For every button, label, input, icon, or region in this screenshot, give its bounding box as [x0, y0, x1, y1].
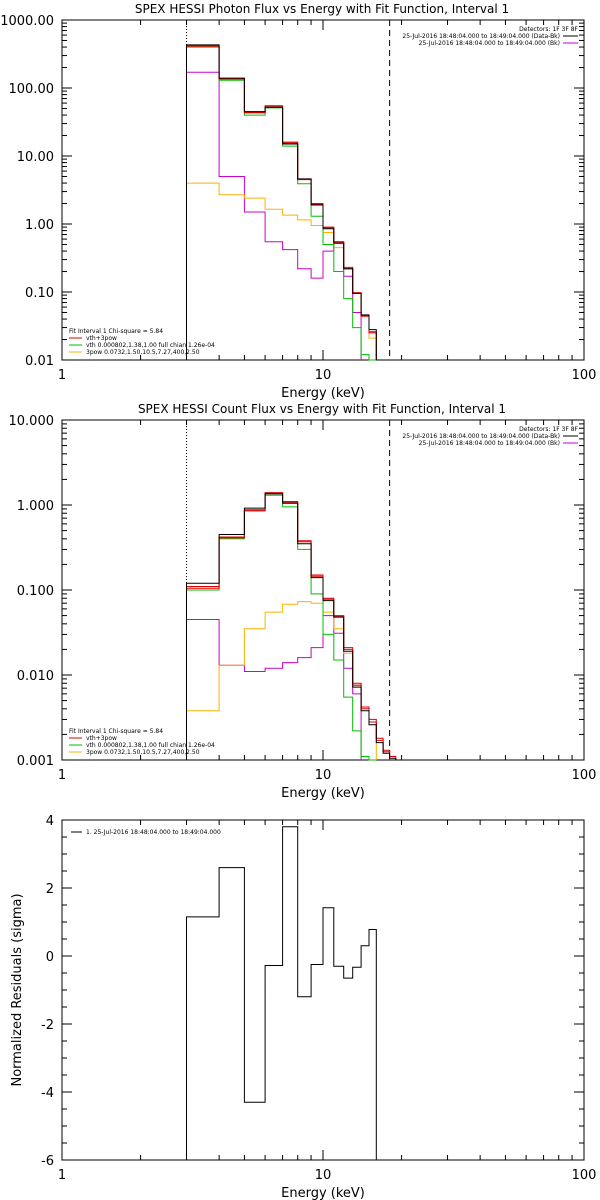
- axis-ticks: [61, 19, 584, 361]
- legend-entry-data-bk: 25-Jul-2016 18:48:04.000 to 18:49:04.000…: [402, 433, 560, 440]
- x-tick-label: 10: [315, 368, 332, 383]
- series-line-3pow: [186, 182, 377, 360]
- legend-entry-bk: 25-Jul-2016 18:48:04.000 to 18:49:04.000…: [419, 440, 560, 447]
- series-line-vth: [186, 46, 377, 361]
- y-tick-label: 1000.00: [0, 14, 54, 29]
- fit-legend-entry-vth-3pow: vth+3pow: [86, 735, 117, 742]
- series-line-data-bk: [186, 44, 377, 360]
- y-tick-label: 1.000: [17, 499, 54, 514]
- series-line-vth: [186, 494, 377, 761]
- photon-flux-panel: SPEX HESSI Photon Flux vs Energy with Fi…: [0, 2, 596, 401]
- x-tick-label: 10: [315, 1168, 332, 1183]
- y-tick-label: 4: [46, 814, 54, 829]
- y-tick-label: 0.100: [17, 584, 54, 599]
- x-tick-label: 100: [572, 1168, 597, 1183]
- plot-marks: [186, 20, 391, 361]
- fit-legend-entry-vth: vth 0.000802,1.38,1.00 full chian 1.26e-…: [86, 742, 215, 749]
- y-tick-label: -6: [41, 1154, 54, 1169]
- y-tick-label: 1.00: [25, 218, 54, 233]
- x-tick-label: 1: [58, 1168, 66, 1183]
- x-tick-label: 10: [315, 768, 332, 783]
- series-line-vth-3pow: [186, 45, 377, 360]
- x-tick-label: 100: [572, 368, 597, 383]
- y-tick-label: 0.001: [17, 754, 54, 769]
- fit-legend-entry-3pow: 3pow 0.0732,1.50,10.5,7.27,400,2.50: [86, 749, 200, 756]
- photon-flux-title: SPEX HESSI Photon Flux vs Energy with Fi…: [135, 2, 509, 16]
- x-tick-label: 1: [58, 368, 66, 383]
- series-line-1-25-jul-2016-18-48-04-000-to-18-49-04-000: [186, 826, 377, 1160]
- count-flux-title: SPEX HESSI Count Flux vs Energy with Fit…: [138, 402, 506, 416]
- fit-legend-entry-3pow: 3pow 0.0732,1.50,10.5,7.27,400,2.50: [86, 349, 200, 356]
- y-tick-label: 100.00: [9, 82, 55, 97]
- y-tick-label: -4: [41, 1086, 54, 1101]
- fit-legend-header: Fit Interval 1 Chi-square = 5.84: [69, 328, 163, 335]
- series-line-3pow: [186, 601, 377, 760]
- y-tick-label: 10.000: [9, 414, 55, 429]
- axis-ticks: [61, 819, 584, 1161]
- legend-header: Detectors: 1F 3F 8F: [519, 26, 578, 33]
- y-tick-label: 0.10: [25, 286, 54, 301]
- fit-legend-header: Fit Interval 1 Chi-square = 5.84: [69, 728, 163, 735]
- series-line-bk: [186, 71, 362, 360]
- series-line-data-bk: [186, 493, 397, 760]
- legend-header: Detectors: 1F 3F 8F: [519, 426, 578, 433]
- y-axis-title: Normalized Residuals (sigma): [10, 893, 25, 1086]
- count-flux-panel: SPEX HESSI Count Flux vs Energy with Fit…: [9, 402, 597, 801]
- axis-ticks: [61, 419, 584, 761]
- plot-frame: [61, 819, 585, 1161]
- y-tick-label: 2: [46, 882, 54, 897]
- series-line-bk: [186, 615, 362, 760]
- y-tick-label: 0.010: [17, 669, 54, 684]
- plot-marks: [186, 826, 377, 1160]
- x-tick-label: 1: [58, 768, 66, 783]
- fit-legend-entry-vth: vth 0.000802,1.38,1.00 full chian 1.26e-…: [86, 342, 215, 349]
- series-line-vth-3pow: [186, 492, 391, 760]
- y-tick-label: 10.00: [17, 150, 54, 165]
- legend-entry-bk: 25-Jul-2016 18:48:04.000 to 18:49:04.000…: [419, 40, 560, 47]
- plot-marks: [186, 420, 397, 761]
- legend-entry-data-bk: 25-Jul-2016 18:48:04.000 to 18:49:04.000…: [402, 33, 560, 40]
- x-axis-title: Energy (keV): [281, 786, 365, 801]
- x-tick-label: 100: [572, 768, 597, 783]
- x-axis-title: Energy (keV): [281, 386, 365, 401]
- residuals-panel: 4 2 0 -2 -4 -6 1 10 100 Energy (keV) Nor…: [10, 814, 596, 1200]
- series-line-bk: [186, 45, 377, 360]
- x-axis-title: Energy (keV): [281, 1186, 365, 1200]
- y-tick-label: 0.01: [25, 354, 54, 369]
- fit-legend-entry-vth-3pow: vth+3pow: [86, 335, 117, 342]
- legend-entry-residuals: 1. 25-Jul-2016 18:48:04.000 to 18:49:04.…: [86, 829, 221, 836]
- series-line-bk: [186, 492, 397, 760]
- plot-frame: [61, 19, 585, 361]
- y-tick-label: -2: [41, 1018, 54, 1033]
- y-tick-label: 0: [46, 950, 54, 965]
